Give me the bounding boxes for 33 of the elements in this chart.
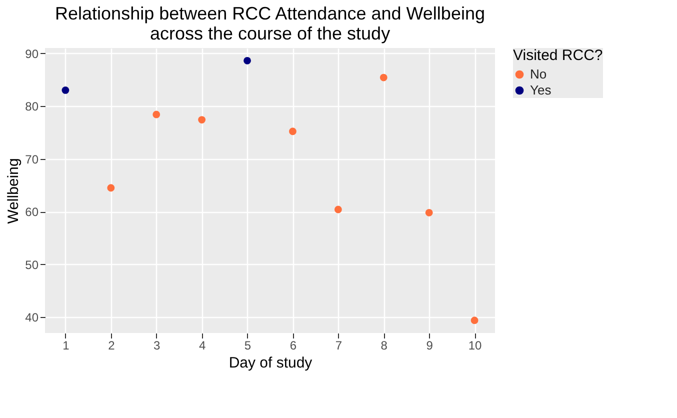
y-tick-label: 80: [25, 100, 39, 114]
point: [107, 184, 115, 192]
legend-title: Visited RCC?: [513, 47, 603, 64]
y-tick-label: 60: [25, 205, 39, 220]
y-tick-label: 70: [25, 152, 39, 166]
x-tick-label: 7: [335, 338, 342, 352]
point: [62, 86, 70, 94]
x-tick-label: 8: [380, 338, 388, 352]
point: [470, 316, 478, 324]
point: [198, 116, 206, 124]
x-tick-label: 4: [198, 338, 206, 352]
x-tick-label: 6: [290, 338, 297, 352]
text: across the course of the study: [150, 23, 390, 44]
point: [380, 74, 388, 82]
legend-label: No: [530, 66, 547, 82]
x-tick-label: 1: [62, 338, 70, 352]
text: Relationship between RCC Attendance and Wellbeing: [55, 3, 485, 24]
x-tick-label: 10: [468, 338, 482, 352]
point: [289, 128, 296, 136]
y-tick-label: 90: [25, 46, 39, 61]
y-tick-label: 50: [25, 258, 39, 272]
x-tick-label: 5: [244, 338, 252, 352]
x-axis-title: Day of study: [228, 354, 313, 372]
x-tick-label: 3: [154, 338, 161, 352]
x-tick-label: 2: [108, 338, 116, 352]
y-tick-label: 40: [25, 310, 39, 325]
y-axis-title: Wellbeing: [5, 158, 22, 224]
point: [334, 206, 342, 214]
point: [244, 56, 251, 64]
x-tick-label: 9: [426, 338, 434, 352]
point: [425, 208, 433, 216]
point: [152, 110, 160, 118]
legend-label: Yes: [530, 82, 552, 98]
